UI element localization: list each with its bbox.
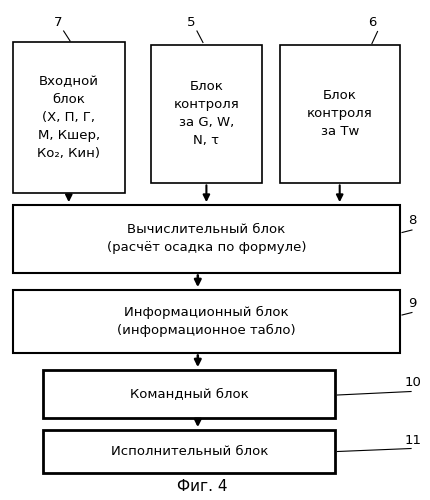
Text: Командный блок: Командный блок (130, 387, 249, 400)
Text: 7: 7 (54, 16, 62, 29)
Text: 8: 8 (408, 214, 417, 228)
Bar (13, 205, 400, 272)
Bar (13, 290, 400, 352)
Bar (13, 42, 125, 192)
Bar (43, 370, 335, 418)
Text: Входной
блок
(Х, П, Г,
М, Кшер,
Ко₂, Кин): Входной блок (Х, П, Г, М, Кшер, Ко₂, Кин… (37, 75, 100, 160)
Text: Вычислительный блок
(расчёт осадка по формуле): Вычислительный блок (расчёт осадка по фо… (107, 223, 306, 254)
Bar (280, 45, 400, 182)
Text: 11: 11 (404, 434, 421, 446)
Bar (43, 430, 335, 472)
Text: Информационный блок
(информационное табло): Информационный блок (информационное табл… (117, 306, 296, 337)
Text: Исполнительный блок: Исполнительный блок (111, 445, 268, 458)
Text: Блок
контроля
за Тw: Блок контроля за Тw (307, 89, 372, 138)
Text: 9: 9 (408, 297, 417, 310)
Text: 6: 6 (368, 16, 377, 29)
Text: Фиг. 4: Фиг. 4 (177, 479, 227, 494)
Text: 5: 5 (187, 16, 196, 29)
Text: 10: 10 (404, 376, 421, 389)
Text: Блок
контроля
за G, W,
N, τ: Блок контроля за G, W, N, τ (174, 80, 239, 147)
Bar (150, 45, 262, 182)
